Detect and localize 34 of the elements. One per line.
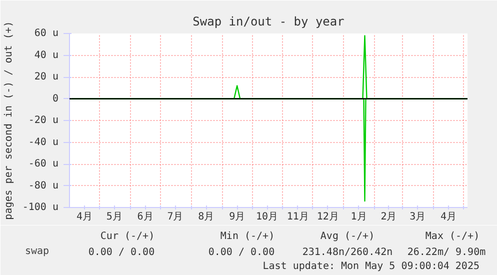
- x-tick-label: 9月: [229, 212, 246, 222]
- text: 231.48n/260.42n: [302, 247, 393, 258]
- text: 0.00 / 0.00: [208, 247, 275, 258]
- y-tick-label: -100 u: [22, 202, 58, 213]
- text: 26.22m/ 9.90m: [407, 247, 486, 258]
- text: Max (-/+): [425, 231, 480, 242]
- y-axis-title: pages per second in (-) / out (+): [3, 21, 14, 220]
- x-tick-label: 12月: [316, 212, 339, 222]
- x-tick-label: 6月: [137, 212, 154, 222]
- y-tick-label: 60 u: [34, 28, 59, 39]
- x-tick-label: 8月: [198, 212, 214, 222]
- y-tick-label: 20 u: [34, 72, 59, 82]
- x-tick-label: 4月: [76, 212, 92, 222]
- text: swap: [25, 246, 50, 257]
- y-tick-label: -20 u: [28, 115, 59, 126]
- text: Min (-/+): [220, 231, 275, 242]
- y-tick-label: -40 u: [28, 136, 59, 148]
- x-tick-label: 11月: [286, 212, 309, 222]
- y-tick-label: 40 u: [34, 50, 59, 61]
- x-tick-label: 7月: [167, 212, 184, 222]
- x-tick-label: 2月: [380, 212, 397, 222]
- x-tick-label: 5月: [106, 212, 122, 222]
- x-tick-label: 3月: [410, 212, 426, 222]
- text: 0.00 / 0.00: [88, 247, 155, 258]
- y-tick-label: 0: [52, 93, 59, 104]
- chart-title: Swap in/out - by year: [192, 14, 344, 28]
- text: Avg (-/+): [320, 231, 375, 242]
- x-tick-label: 10月: [256, 212, 278, 222]
- x-tick-label: 1月: [350, 212, 367, 222]
- text: Cur (-/+): [100, 231, 155, 242]
- y-tick-label: -80 u: [28, 180, 59, 192]
- y-tick-label: -60 u: [28, 158, 59, 170]
- x-tick-label: 4月: [440, 212, 457, 222]
- text: Last update: Mon May 5 09:00:04 2025: [262, 261, 480, 272]
